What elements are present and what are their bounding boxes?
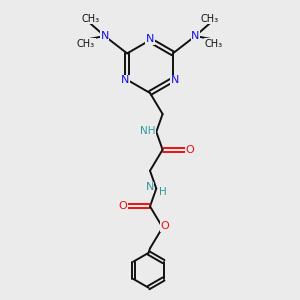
Text: O: O [160,221,169,231]
Text: O: O [185,145,194,155]
Text: NH: NH [140,126,156,136]
Text: N: N [121,75,130,85]
Text: N: N [170,75,179,85]
Text: O: O [118,201,127,212]
Text: N: N [146,34,154,44]
Text: H: H [159,187,167,196]
Text: N: N [100,31,109,41]
Text: CH₃: CH₃ [77,39,95,49]
Text: CH₃: CH₃ [200,14,218,24]
Text: CH₃: CH₃ [205,39,223,49]
Text: N: N [191,31,200,41]
Text: CH₃: CH₃ [82,14,100,24]
Text: N: N [146,182,154,192]
